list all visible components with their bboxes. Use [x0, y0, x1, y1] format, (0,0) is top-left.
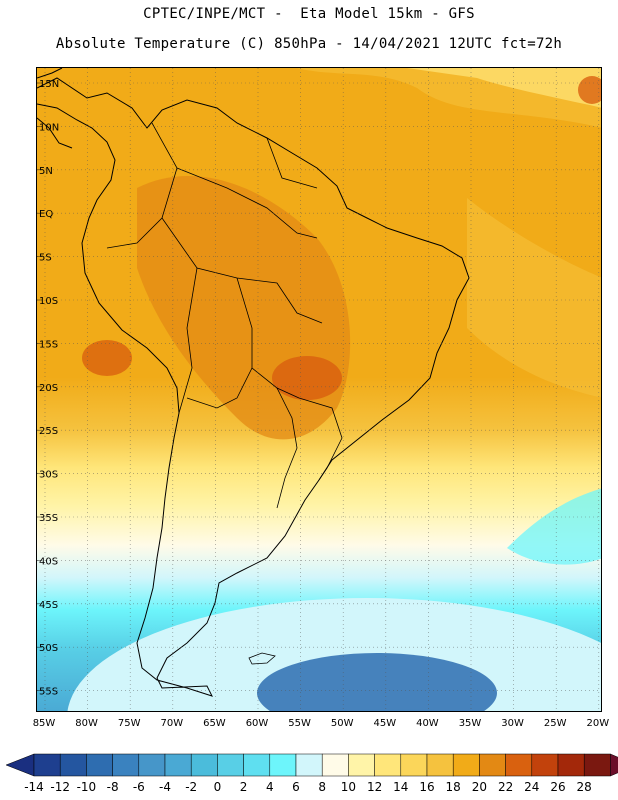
colorbar-swatch [426, 753, 454, 777]
lon-label: 65W [203, 718, 226, 729]
lon-label: 60W [246, 718, 269, 729]
lat-label: 10S [39, 296, 58, 307]
colorbar-swatch [400, 753, 428, 777]
colorbar-swatch [321, 753, 349, 777]
country-borders [106, 122, 343, 509]
colorbar-swatch [138, 753, 166, 777]
colorbar-label: -6 [133, 780, 145, 794]
lon-label: 55W [288, 718, 311, 729]
colorbar-label: 2 [240, 780, 248, 794]
colorbar-swatch [505, 753, 533, 777]
colorbar-swatch [112, 753, 140, 777]
colorbar-swatch [295, 753, 323, 777]
colorbar-swatch [59, 753, 87, 777]
lat-label: 45S [39, 600, 58, 611]
colorbar-swatch [190, 753, 218, 777]
lat-label: 5S [39, 253, 52, 264]
lat-label: 15S [39, 339, 58, 350]
colorbar-swatch [557, 753, 585, 777]
colorbar-swatch [164, 753, 192, 777]
atlantic-band [467, 198, 601, 398]
lon-label: 80W [75, 718, 98, 729]
lon-label: 20W [586, 718, 609, 729]
lat-label: 40S [39, 556, 58, 567]
lat-label: 15N [39, 79, 59, 90]
map-svg: 15N 10N 5N EQ 5S 10S 15S 20S 25S 30S 35S 40S 45S 50S 5… [37, 68, 601, 711]
colorbar-swatch [479, 753, 506, 777]
hot-spot-pacific [82, 340, 132, 376]
cold-center [257, 653, 497, 711]
colorbar-swatch [269, 753, 297, 777]
temperature-map: 15N 10N 5N EQ 5S 10S 15S 20S 25S 30S 35S 40S 45S 50S 5… [36, 67, 602, 712]
lat-label: EQ [39, 209, 53, 220]
colorbar-label: 26 [550, 780, 565, 794]
warm-north-zone [37, 68, 601, 128]
south-america-outline [37, 77, 470, 697]
falkland-islands [248, 652, 276, 665]
map-title: CPTEC/INPE/MCT - Eta Model 15km - GFS [143, 6, 475, 22]
lat-label: 50S [39, 643, 58, 654]
lat-label: 20S [39, 383, 58, 394]
colorbar-label: -4 [159, 780, 171, 794]
colorbar-swatch [374, 753, 402, 777]
colorbar-label: -2 [185, 780, 197, 794]
colorbar-label: 8 [318, 780, 326, 794]
colorbar-label: 18 [446, 780, 461, 794]
central-america-outline [37, 68, 73, 149]
colorbar-label: -8 [107, 780, 119, 794]
colorbar-high-arrow [610, 753, 618, 777]
colorbar-swatch [33, 753, 61, 777]
colorbar-swatch [583, 753, 611, 777]
colorbar-label: 24 [524, 780, 539, 794]
caribbean-cool-zone [407, 68, 601, 108]
lon-label: 50W [331, 718, 354, 729]
colorbar-swatches [5, 753, 618, 777]
colorbar: -14 -12 -10 -8 -6 -4 -2 0 2 4 6 8 10 12 14 16 18 20 22 24 26… [5, 753, 618, 794]
colorbar-swatch [86, 753, 113, 777]
lat-label: 25S [39, 426, 58, 437]
colorbar-label: 0 [214, 780, 222, 794]
colorbar-label: -14 [24, 780, 44, 794]
lat-label: 5N [39, 166, 53, 177]
colorbar-label: 14 [393, 780, 408, 794]
colorbar-label: 12 [367, 780, 382, 794]
colorbar-label: 10 [341, 780, 356, 794]
lon-label: 45W [373, 718, 396, 729]
colorbar-swatch [243, 753, 271, 777]
hot-spot-northeast [578, 76, 601, 104]
colorbar-label: 22 [498, 780, 513, 794]
lon-label: 75W [118, 718, 141, 729]
colorbar-swatch [531, 753, 559, 777]
colorbar-label: 28 [577, 780, 592, 794]
latitude-labels: 15N 10N 5N EQ 5S 10S 15S 20S 25S 30S 35S 40S 45S 50S 5… [39, 79, 59, 698]
lon-label: 25W [544, 718, 567, 729]
lat-label: 35S [39, 513, 58, 524]
lat-label: 30S [39, 470, 58, 481]
colorbar-label: 16 [419, 780, 434, 794]
lat-label: 10N [39, 122, 59, 133]
hot-spot-paraguay [272, 356, 342, 400]
colorbar-labels: -14 -12 -10 -8 -6 -4 -2 0 2 4 6 8 10 12 14 16 18 20 22 24 26… [24, 780, 592, 794]
lon-label: 85W [33, 718, 56, 729]
lon-label: 35W [459, 718, 482, 729]
lon-label: 40W [416, 718, 439, 729]
colorbar-swatch [217, 753, 244, 777]
colorbar-label: 6 [292, 780, 300, 794]
graticule [37, 68, 601, 711]
colorbar-low-arrow [5, 753, 35, 777]
colorbar-label: -10 [77, 780, 97, 794]
colorbar-swatch [452, 753, 480, 777]
colorbar-label: 4 [266, 780, 274, 794]
colorbar-label: -12 [50, 780, 70, 794]
map-subtitle: Absolute Temperature (C) 850hPa - 14/04/… [55, 36, 563, 52]
longitude-axis: 85W 80W 75W 70W 65W 60W 55W 50W 45W 40W 35W 30W 25W 2… [33, 718, 610, 729]
longitude-labels: 85W 80W 75W 70W 65W 60W 55W 50W 45W 40W 35W 30W 25W 2… [33, 718, 610, 729]
lat-label: 55S [39, 687, 58, 698]
colorbar-label: 20 [472, 780, 487, 794]
cyan-wedge-atlantic [507, 488, 601, 565]
colorbar-swatch [348, 753, 375, 777]
lon-label: 70W [160, 718, 183, 729]
lon-label: 30W [501, 718, 524, 729]
